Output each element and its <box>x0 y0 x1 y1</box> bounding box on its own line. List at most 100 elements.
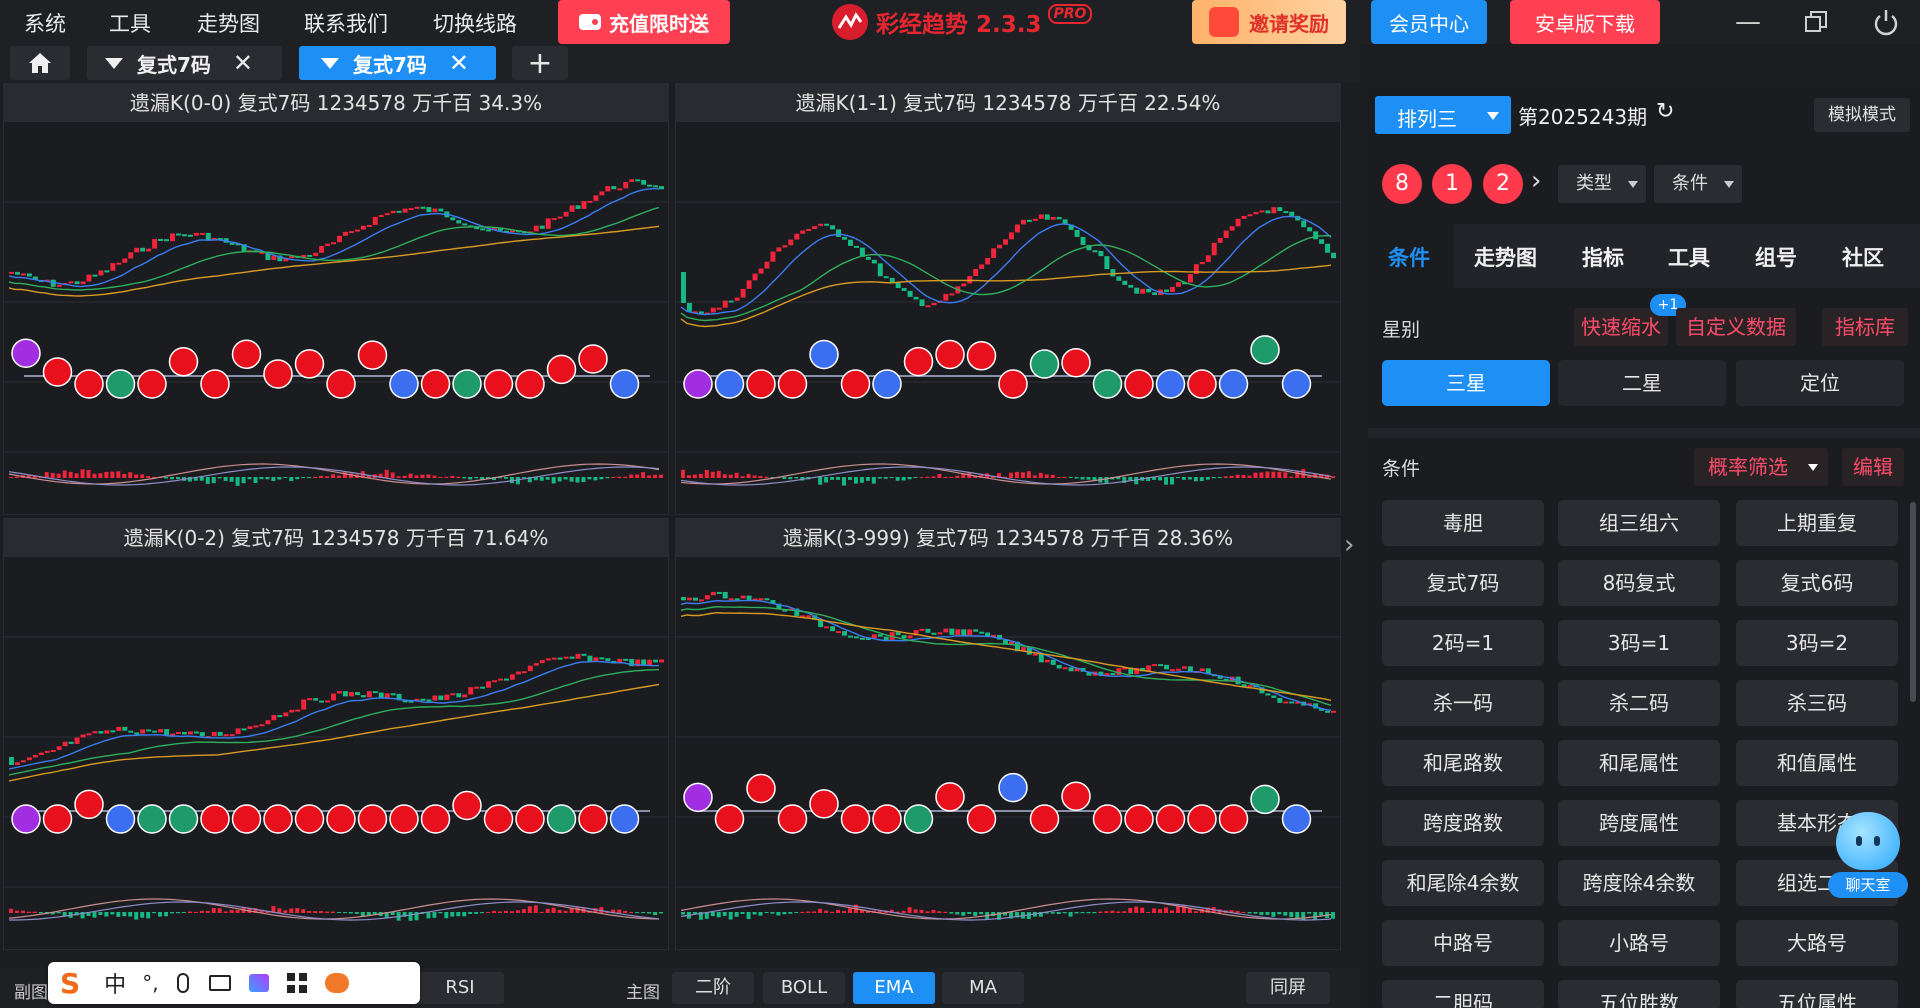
condition-option-button[interactable]: 和尾路数 <box>1382 740 1544 786</box>
sync-screen-button[interactable]: 同屏 <box>1246 972 1330 1004</box>
home-tab[interactable] <box>10 46 70 80</box>
indicator-library-button[interactable]: 指标库 <box>1822 308 1908 346</box>
macd-bar <box>740 476 745 478</box>
condition-option-button[interactable]: 二胆码 <box>1382 980 1544 1008</box>
toolbox-grid-icon[interactable] <box>286 973 307 993</box>
recharge-promo-button[interactable]: 充值限时送 <box>558 0 730 44</box>
star-three-button[interactable]: 三星 <box>1382 360 1550 406</box>
macd-bar <box>74 912 79 916</box>
tab-fushi-1[interactable]: 复式7码 ✕ <box>87 46 282 80</box>
condition-option-button[interactable]: 8码复式 <box>1558 560 1720 606</box>
condition-option-button[interactable]: 大路号 <box>1736 920 1898 966</box>
menu-system[interactable]: 系统 <box>24 12 66 36</box>
macd-bar <box>1104 911 1109 913</box>
edit-button[interactable]: 编辑 <box>1842 448 1904 486</box>
condition-option-button[interactable]: 3码=2 <box>1736 620 1898 666</box>
simulate-mode-button[interactable]: 模拟模式 <box>1814 98 1910 132</box>
condition-option-button[interactable]: 和尾除4余数 <box>1382 860 1544 906</box>
quick-zoom-button[interactable]: 快速缩水 <box>1574 308 1668 346</box>
collapse-arrow-icon[interactable]: › <box>1344 530 1355 560</box>
nav-tab-trend[interactable]: 走势图 <box>1474 246 1537 270</box>
ime-punct-toggle[interactable]: °, <box>142 971 159 995</box>
kline-bar <box>325 700 331 703</box>
menu-contact[interactable]: 联系我们 <box>304 12 388 36</box>
sogou-logo-icon[interactable]: S <box>60 966 81 1000</box>
scrollbar[interactable] <box>1910 502 1916 702</box>
menu-switch-line[interactable]: 切换线路 <box>433 12 517 36</box>
star-two-button[interactable]: 二星 <box>1558 360 1726 406</box>
condition-option-button[interactable]: 杀一码 <box>1382 680 1544 726</box>
ma-line <box>8 660 660 770</box>
condition-option-button[interactable]: 小路号 <box>1558 920 1720 966</box>
condition-option-button[interactable]: 毒胆 <box>1382 500 1544 546</box>
mascot-icon[interactable] <box>324 973 349 993</box>
invite-reward-button[interactable]: 邀请奖励 <box>1192 0 1346 44</box>
ma-button[interactable]: MA <box>942 972 1024 1004</box>
menu-tools[interactable]: 工具 <box>109 12 151 36</box>
macd-bar <box>1175 906 1180 913</box>
macd-bar <box>1158 477 1163 481</box>
member-center-button[interactable]: 会员中心 <box>1371 0 1487 44</box>
macd-bar <box>776 912 781 916</box>
menu-trend[interactable]: 走势图 <box>197 12 260 36</box>
chart-canvas[interactable] <box>676 557 1341 950</box>
macd-bar <box>895 911 900 913</box>
condition-option-button[interactable]: 复式7码 <box>1382 560 1544 606</box>
close-icon[interactable]: ✕ <box>448 49 470 77</box>
chart-canvas[interactable] <box>4 122 669 515</box>
restore-icon[interactable] <box>1796 6 1836 38</box>
nav-tab-group[interactable]: 组号 <box>1755 246 1797 270</box>
nav-tab-condition[interactable]: 条件 <box>1388 246 1430 270</box>
condition-option-button[interactable]: 五位属性 <box>1736 980 1898 1008</box>
condition-option-button[interactable]: 复式6码 <box>1736 560 1898 606</box>
condition-option-button[interactable]: 跨度属性 <box>1558 800 1720 846</box>
boll-button[interactable]: BOLL <box>763 972 845 1004</box>
lottery-select[interactable]: 排列三 <box>1375 96 1511 134</box>
microphone-icon[interactable] <box>176 973 189 993</box>
ema-button[interactable]: EMA <box>853 972 935 1004</box>
condition-option-button[interactable]: 和尾属性 <box>1558 740 1720 786</box>
nav-tab-indicator[interactable]: 指标 <box>1582 246 1624 270</box>
add-tab-button[interactable]: + <box>512 46 568 81</box>
close-icon[interactable]: ✕ <box>232 49 254 77</box>
rsi-button[interactable]: RSI <box>416 972 504 1004</box>
condition-option-button[interactable]: 跨度除4余数 <box>1558 860 1720 906</box>
star-position-button[interactable]: 定位 <box>1736 360 1904 406</box>
chevron-right-icon[interactable]: › <box>1531 166 1542 196</box>
kline-bar <box>342 691 348 697</box>
prob-filter-dropdown[interactable]: 概率筛选 <box>1694 448 1828 486</box>
chat-room-widget[interactable]: 聊天室 <box>1824 812 1912 912</box>
custom-data-button[interactable]: 自定义数据 <box>1676 308 1796 346</box>
condition-option-button[interactable]: 五位胜数 <box>1558 980 1720 1008</box>
type-dropdown[interactable]: 类型 <box>1558 165 1646 203</box>
macd-bar <box>997 473 1002 478</box>
keyboard-icon[interactable] <box>208 975 231 991</box>
ma-line <box>8 225 660 297</box>
erjie-button[interactable]: 二阶 <box>672 972 754 1004</box>
condition-option-button[interactable]: 杀三码 <box>1736 680 1898 726</box>
tab-fushi-2-active[interactable]: 复式7码 ✕ <box>299 46 496 80</box>
miss-ball <box>263 804 293 834</box>
skin-icon[interactable] <box>248 974 269 992</box>
condition-option-button[interactable]: 中路号 <box>1382 920 1544 966</box>
nav-tab-tools[interactable]: 工具 <box>1668 246 1710 270</box>
condition-dropdown[interactable]: 条件 <box>1654 165 1742 203</box>
condition-option-button[interactable]: 组三组六 <box>1558 500 1720 546</box>
nav-tab-community[interactable]: 社区 <box>1842 246 1884 270</box>
power-icon[interactable] <box>1866 6 1906 38</box>
condition-option-button[interactable]: 上期重复 <box>1736 500 1898 546</box>
kline-bar <box>32 276 38 280</box>
recharge-label: 充值限时送 <box>609 11 709 36</box>
chart-canvas[interactable] <box>4 557 669 950</box>
condition-option-button[interactable]: 跨度路数 <box>1382 800 1544 846</box>
android-download-button[interactable]: 安卓版下载 <box>1510 0 1660 44</box>
kline-bar <box>1241 215 1247 219</box>
condition-option-button[interactable]: 3码=1 <box>1558 620 1720 666</box>
condition-option-button[interactable]: 2码=1 <box>1382 620 1544 666</box>
condition-option-button[interactable]: 和值属性 <box>1736 740 1898 786</box>
refresh-icon[interactable]: ↻ <box>1656 99 1675 124</box>
condition-option-button[interactable]: 杀二码 <box>1558 680 1720 726</box>
ime-lang-toggle[interactable]: 中 <box>104 973 127 998</box>
minimize-icon[interactable]: — <box>1735 7 1761 37</box>
chart-canvas[interactable] <box>676 122 1341 515</box>
